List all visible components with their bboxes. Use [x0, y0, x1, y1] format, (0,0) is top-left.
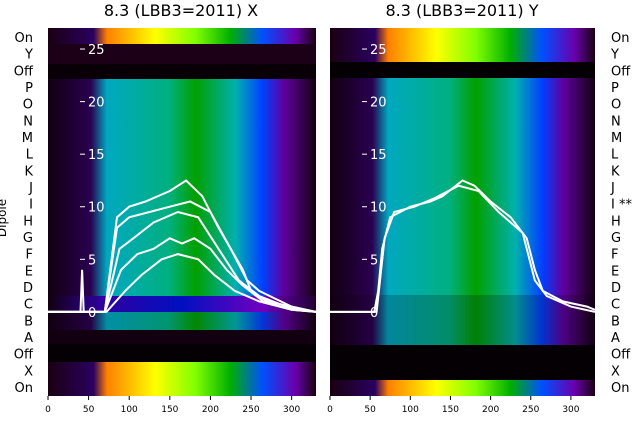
y-axis-label: Dipole: [0, 199, 9, 237]
row-label: Off: [611, 64, 631, 79]
series-line-2: [48, 210, 316, 313]
x-tick-label: 50: [83, 405, 95, 415]
row-label: On: [611, 381, 629, 396]
row-label: J: [610, 181, 615, 196]
row-label: N: [23, 114, 33, 129]
y-tick-label: 0: [88, 306, 96, 321]
series-line-1: [48, 200, 316, 313]
x-tick-label: 300: [283, 405, 300, 415]
row-label: A: [611, 331, 620, 346]
row-label: Y: [24, 48, 33, 63]
series-line-0: [330, 179, 595, 313]
x-tick-label: 100: [402, 405, 419, 415]
row-label: I **: [611, 198, 632, 213]
y-tick-label: 20: [370, 96, 387, 111]
x-tick-label: 200: [202, 405, 219, 415]
y-tick-label: 5: [88, 253, 96, 268]
y-tick-label: 20: [88, 96, 105, 111]
row-label: N: [611, 114, 621, 129]
x-tick-label: 250: [522, 405, 539, 415]
y-tick-label: 10: [370, 201, 387, 216]
row-label: J: [28, 181, 33, 196]
row-label: C: [611, 298, 620, 313]
row-label: M: [611, 131, 622, 146]
y-tick-label: 0: [370, 306, 378, 321]
row-label: E: [25, 264, 33, 279]
row-label: Y: [610, 48, 619, 63]
row-label: B: [611, 314, 620, 329]
row-label: P: [611, 81, 619, 96]
row-label: G: [611, 231, 621, 246]
row-label: B: [24, 314, 33, 329]
y-tick-label: 25: [88, 43, 105, 58]
x-tick-label: 100: [121, 405, 138, 415]
row-label: E: [611, 264, 619, 279]
row-label: L: [26, 148, 34, 163]
row-label: On: [15, 381, 33, 396]
row-label: X: [611, 364, 620, 379]
row-label: A: [24, 331, 33, 346]
row-label: H: [611, 214, 621, 229]
y-tick-label: 10: [88, 201, 105, 216]
row-label: D: [23, 281, 33, 296]
row-label: I: [29, 198, 33, 213]
y-tick-label: 15: [88, 148, 105, 163]
panel-left: [48, 28, 316, 396]
series-line-1: [330, 184, 595, 313]
row-label: O: [23, 98, 33, 113]
row-label: L: [611, 148, 619, 163]
row-label: O: [611, 98, 621, 113]
chart-title-right: 8.3 (LBB3=2011) Y: [385, 1, 538, 20]
row-label: P: [25, 81, 33, 96]
x-tick-label: 0: [45, 405, 51, 415]
x-tick-label: 250: [242, 405, 259, 415]
row-label: Off: [611, 348, 631, 363]
panel-right: [330, 28, 595, 396]
row-label: On: [15, 31, 33, 46]
row-label: C: [24, 298, 33, 313]
row-label: On: [611, 31, 629, 46]
y-tick-label: 5: [370, 253, 378, 268]
row-label: K: [24, 164, 33, 179]
x-tick-label: 0: [327, 405, 333, 415]
x-tick-label: 150: [442, 405, 459, 415]
y-tick-label: 15: [370, 148, 387, 163]
row-label: Off: [14, 64, 34, 79]
x-tick-label: 200: [482, 405, 499, 415]
x-tick-label: 300: [562, 405, 579, 415]
row-label: X: [24, 364, 33, 379]
row-label: Off: [14, 348, 34, 363]
chart-title-left: 8.3 (LBB3=2011) X: [104, 1, 258, 20]
row-label: M: [22, 131, 33, 146]
row-label: G: [23, 231, 33, 246]
row-label: D: [611, 281, 621, 296]
x-tick-label: 50: [364, 405, 376, 415]
series-line-3: [48, 237, 316, 313]
y-tick-label: 25: [370, 43, 387, 58]
row-label: H: [23, 214, 33, 229]
row-label: F: [26, 248, 33, 263]
series-line-4: [48, 253, 316, 313]
row-label: F: [611, 248, 618, 263]
x-tick-label: 150: [161, 405, 178, 415]
row-label: K: [611, 164, 620, 179]
